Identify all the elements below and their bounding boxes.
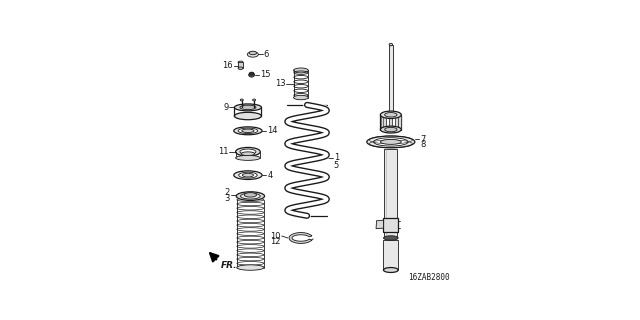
- Bar: [383, 240, 398, 270]
- Text: 9: 9: [223, 103, 228, 112]
- Ellipse shape: [241, 152, 255, 156]
- Ellipse shape: [250, 72, 254, 75]
- Ellipse shape: [294, 68, 308, 73]
- Ellipse shape: [249, 51, 257, 55]
- Ellipse shape: [239, 172, 257, 178]
- Text: 12: 12: [271, 237, 281, 246]
- Ellipse shape: [240, 99, 243, 101]
- Ellipse shape: [380, 140, 401, 144]
- Text: 10: 10: [271, 231, 281, 241]
- Ellipse shape: [238, 67, 243, 69]
- Bar: [396, 115, 399, 130]
- Ellipse shape: [253, 99, 255, 101]
- Bar: [389, 115, 392, 130]
- Text: 7: 7: [420, 135, 426, 144]
- Ellipse shape: [243, 173, 253, 177]
- Ellipse shape: [234, 127, 262, 135]
- Text: 13: 13: [275, 79, 285, 89]
- Text: 6: 6: [264, 50, 269, 59]
- Ellipse shape: [294, 95, 308, 100]
- Ellipse shape: [236, 148, 260, 156]
- Ellipse shape: [238, 128, 258, 133]
- Ellipse shape: [234, 112, 262, 120]
- Ellipse shape: [237, 265, 264, 270]
- Ellipse shape: [234, 171, 262, 180]
- Bar: [383, 115, 386, 130]
- Ellipse shape: [236, 156, 260, 160]
- Text: 2: 2: [225, 188, 230, 197]
- Bar: [396, 115, 399, 130]
- Ellipse shape: [249, 73, 255, 77]
- Polygon shape: [289, 233, 312, 244]
- Ellipse shape: [240, 149, 256, 155]
- Text: 5: 5: [333, 161, 339, 170]
- Bar: [389, 115, 392, 130]
- Text: 16: 16: [223, 61, 233, 70]
- Text: 1: 1: [333, 153, 339, 163]
- Ellipse shape: [234, 104, 262, 111]
- Bar: [383, 115, 386, 130]
- Text: 11: 11: [218, 147, 228, 156]
- Text: 4: 4: [267, 171, 273, 180]
- Ellipse shape: [236, 192, 264, 200]
- Ellipse shape: [385, 113, 397, 117]
- Bar: [398, 115, 401, 130]
- Ellipse shape: [238, 61, 243, 64]
- Ellipse shape: [380, 111, 401, 118]
- Ellipse shape: [383, 236, 398, 240]
- Text: 14: 14: [267, 126, 278, 135]
- Text: 16ZAB2800: 16ZAB2800: [408, 273, 450, 282]
- Bar: [389, 44, 392, 115]
- Ellipse shape: [241, 193, 260, 199]
- Bar: [383, 218, 398, 232]
- Ellipse shape: [244, 193, 257, 197]
- Text: 15: 15: [260, 70, 270, 79]
- Ellipse shape: [389, 43, 392, 46]
- Ellipse shape: [367, 136, 415, 148]
- Text: 8: 8: [420, 140, 426, 149]
- Ellipse shape: [383, 268, 398, 272]
- Bar: [381, 115, 384, 130]
- Bar: [238, 62, 243, 68]
- Ellipse shape: [385, 127, 397, 132]
- Ellipse shape: [247, 52, 259, 57]
- Ellipse shape: [380, 126, 401, 133]
- Text: FR.: FR.: [220, 261, 237, 270]
- Bar: [384, 149, 397, 238]
- Ellipse shape: [240, 105, 256, 110]
- Ellipse shape: [374, 138, 408, 146]
- Polygon shape: [376, 220, 383, 228]
- Text: 3: 3: [225, 194, 230, 203]
- Ellipse shape: [242, 129, 254, 132]
